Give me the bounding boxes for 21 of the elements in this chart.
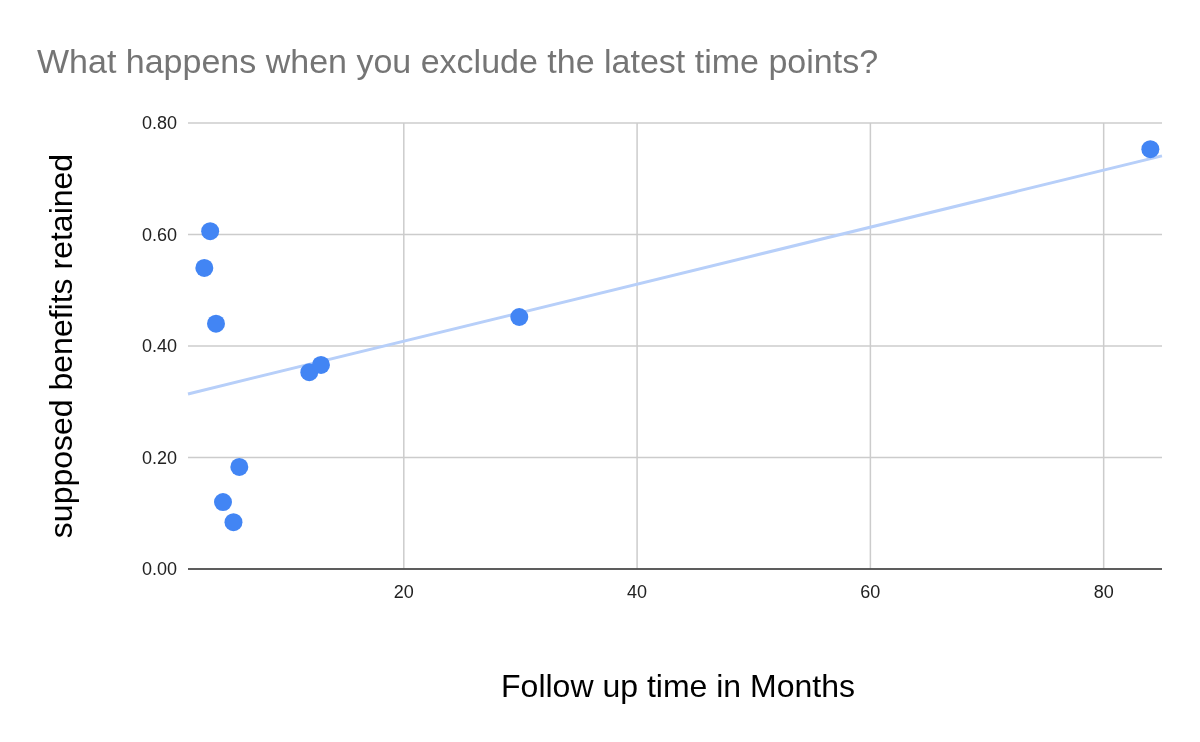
y-axis-title: supposed benefits retained — [43, 153, 79, 539]
point — [224, 513, 243, 532]
x-tick-label: 60 — [860, 582, 881, 602]
y-tick-label: 0.80 — [141, 113, 177, 133]
y-tick-label: 0.20 — [141, 447, 177, 468]
x-tick-label: 80 — [1093, 582, 1114, 602]
y-tick-label: 0.60 — [141, 224, 177, 245]
y-tick-label: 0.40 — [141, 336, 177, 356]
point — [201, 222, 220, 241]
point — [214, 493, 232, 512]
x-axis-title: Follow up time in Months — [501, 668, 855, 704]
y-tick-label: 0.00 — [141, 559, 177, 579]
point — [195, 258, 214, 277]
point — [510, 308, 529, 326]
point — [1141, 140, 1160, 159]
point — [311, 355, 330, 374]
point — [207, 314, 225, 333]
chart-title: What happens when you exclude the latest time points? — [37, 42, 879, 80]
point — [230, 458, 249, 476]
x-tick-label: 40 — [627, 582, 648, 602]
x-tick-label: 20 — [393, 582, 414, 602]
